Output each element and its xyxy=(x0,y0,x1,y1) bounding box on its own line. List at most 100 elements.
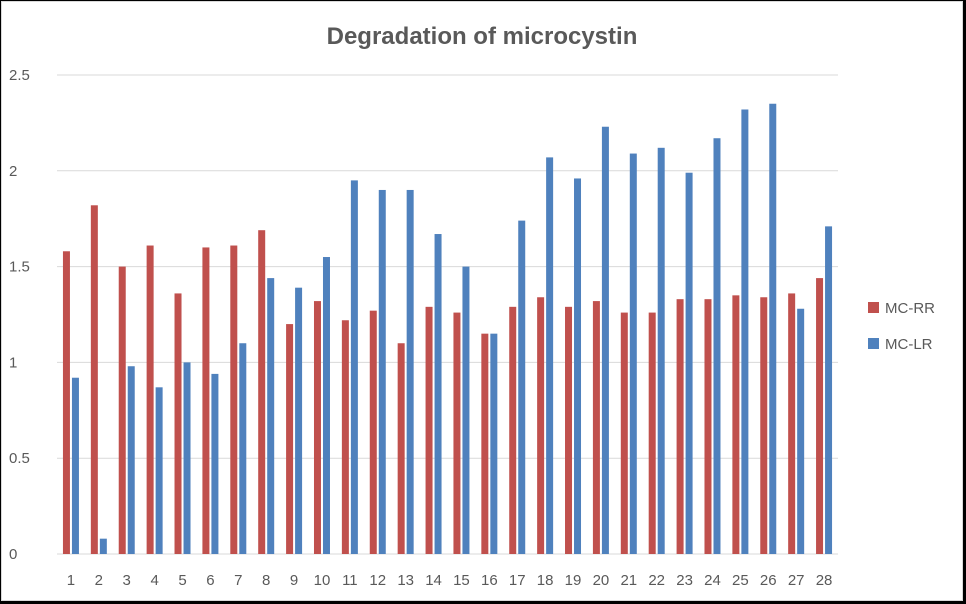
x-tick-label: 17 xyxy=(509,572,526,589)
bar-mc-lr-8 xyxy=(267,278,275,554)
bar-mc-lr-6 xyxy=(211,373,219,554)
bar-mc-lr-4 xyxy=(155,387,163,554)
bar-mc-rr-18 xyxy=(537,297,545,554)
bar-mc-lr-17 xyxy=(518,220,526,554)
bar-mc-rr-23 xyxy=(676,299,684,554)
bar-mc-rr-7 xyxy=(230,245,238,555)
x-tick-label: 25 xyxy=(732,572,749,589)
legend-swatch-mc-lr xyxy=(868,338,879,349)
bar-mc-lr-13 xyxy=(406,189,414,554)
y-axis-ticks: 0 0.5 1 1.5 2 2.5 xyxy=(9,67,30,563)
bars xyxy=(62,103,833,555)
x-tick-label: 7 xyxy=(234,572,242,589)
x-tick-label: 27 xyxy=(788,572,805,589)
x-tick-label: 19 xyxy=(565,572,582,589)
x-tick-label: 22 xyxy=(648,572,665,589)
bar-mc-rr-17 xyxy=(509,306,517,554)
bar-mc-rr-11 xyxy=(341,320,349,554)
bar-mc-lr-19 xyxy=(574,178,582,555)
bar-mc-lr-5 xyxy=(183,362,191,554)
x-tick-label: 10 xyxy=(314,572,331,589)
bar-mc-rr-19 xyxy=(565,306,573,554)
gridlines xyxy=(57,74,838,555)
bar-mc-rr-13 xyxy=(397,343,405,554)
bar-mc-rr-16 xyxy=(481,333,489,554)
y-tick-label: 0.5 xyxy=(9,450,30,467)
y-tick-label: 1 xyxy=(9,354,17,371)
x-tick-label: 21 xyxy=(620,572,637,589)
y-tick-label: 2 xyxy=(9,163,17,180)
bar-mc-lr-1 xyxy=(71,377,79,554)
bar-mc-rr-8 xyxy=(258,230,266,555)
x-tick-label: 24 xyxy=(704,572,721,589)
bar-mc-rr-1 xyxy=(62,251,70,554)
bar-mc-lr-21 xyxy=(629,153,637,554)
y-tick-label: 0 xyxy=(9,546,17,563)
bar-mc-lr-11 xyxy=(350,180,358,554)
bar-mc-lr-3 xyxy=(127,366,135,554)
x-axis-ticks: 1 2 3 4 5 6 7 8 9 10 11 12 13 14 15 16 17 18 19 20 21 22 23 24 2… xyxy=(67,572,833,589)
bar-mc-rr-15 xyxy=(453,312,461,554)
x-tick-label: 4 xyxy=(150,572,158,589)
legend-label-mc-lr: MC-LR xyxy=(885,336,933,353)
bar-mc-lr-16 xyxy=(490,333,498,554)
y-tick-label: 2.5 xyxy=(9,67,30,84)
x-tick-label: 2 xyxy=(95,572,103,589)
x-tick-label: 23 xyxy=(676,572,693,589)
legend-label-mc-rr: MC-RR xyxy=(885,300,935,317)
bar-mc-rr-9 xyxy=(286,324,294,554)
bar-mc-rr-28 xyxy=(816,278,824,554)
bar-mc-rr-22 xyxy=(648,312,656,554)
bar-mc-lr-26 xyxy=(769,103,777,555)
x-tick-label: 3 xyxy=(123,572,131,589)
bar-mc-rr-3 xyxy=(118,266,126,554)
bar-mc-lr-22 xyxy=(657,147,665,555)
x-tick-label: 1 xyxy=(67,572,75,589)
bar-mc-rr-21 xyxy=(620,312,628,554)
bar-mc-rr-10 xyxy=(313,301,321,554)
bar-mc-rr-27 xyxy=(788,293,796,554)
bar-mc-lr-12 xyxy=(378,189,386,554)
x-tick-label: 13 xyxy=(397,572,414,589)
x-tick-label: 14 xyxy=(425,572,442,589)
x-tick-label: 12 xyxy=(369,572,386,589)
bar-mc-rr-12 xyxy=(369,310,377,554)
x-tick-label: 18 xyxy=(537,572,554,589)
bar-mc-lr-20 xyxy=(601,126,609,555)
x-tick-label: 8 xyxy=(262,572,270,589)
bar-mc-lr-27 xyxy=(797,308,805,554)
bar-mc-rr-14 xyxy=(425,306,433,554)
bar-mc-lr-9 xyxy=(295,287,303,554)
bar-mc-lr-24 xyxy=(713,138,721,554)
bar-mc-lr-28 xyxy=(825,226,833,554)
bar-mc-lr-10 xyxy=(322,257,330,554)
bar-mc-lr-14 xyxy=(434,234,442,554)
bar-mc-lr-25 xyxy=(741,109,749,554)
legend: MC-RR MC-LR xyxy=(868,300,935,353)
bar-mc-rr-6 xyxy=(202,247,210,554)
x-tick-label: 20 xyxy=(593,572,610,589)
x-tick-label: 15 xyxy=(453,572,470,589)
x-tick-label: 5 xyxy=(178,572,186,589)
bar-mc-rr-26 xyxy=(760,297,768,554)
bar-mc-rr-5 xyxy=(174,293,182,554)
bar-mc-lr-18 xyxy=(546,157,554,554)
legend-swatch-mc-rr xyxy=(868,302,879,313)
bar-mc-rr-24 xyxy=(704,299,712,554)
bar-mc-rr-25 xyxy=(732,295,740,554)
bar-mc-lr-7 xyxy=(239,343,247,554)
x-tick-label: 9 xyxy=(290,572,298,589)
x-tick-label: 11 xyxy=(342,572,358,589)
x-tick-label: 6 xyxy=(206,572,214,589)
chart-title: Degradation of microcystin xyxy=(327,23,638,50)
bar-mc-lr-2 xyxy=(99,538,107,554)
bar-mc-lr-23 xyxy=(685,172,693,554)
x-tick-label: 26 xyxy=(760,572,777,589)
bar-mc-rr-20 xyxy=(592,301,600,554)
bar-mc-rr-2 xyxy=(90,205,98,554)
x-tick-label: 16 xyxy=(481,572,498,589)
x-tick-label: 28 xyxy=(816,572,833,589)
bar-mc-lr-15 xyxy=(462,266,470,554)
